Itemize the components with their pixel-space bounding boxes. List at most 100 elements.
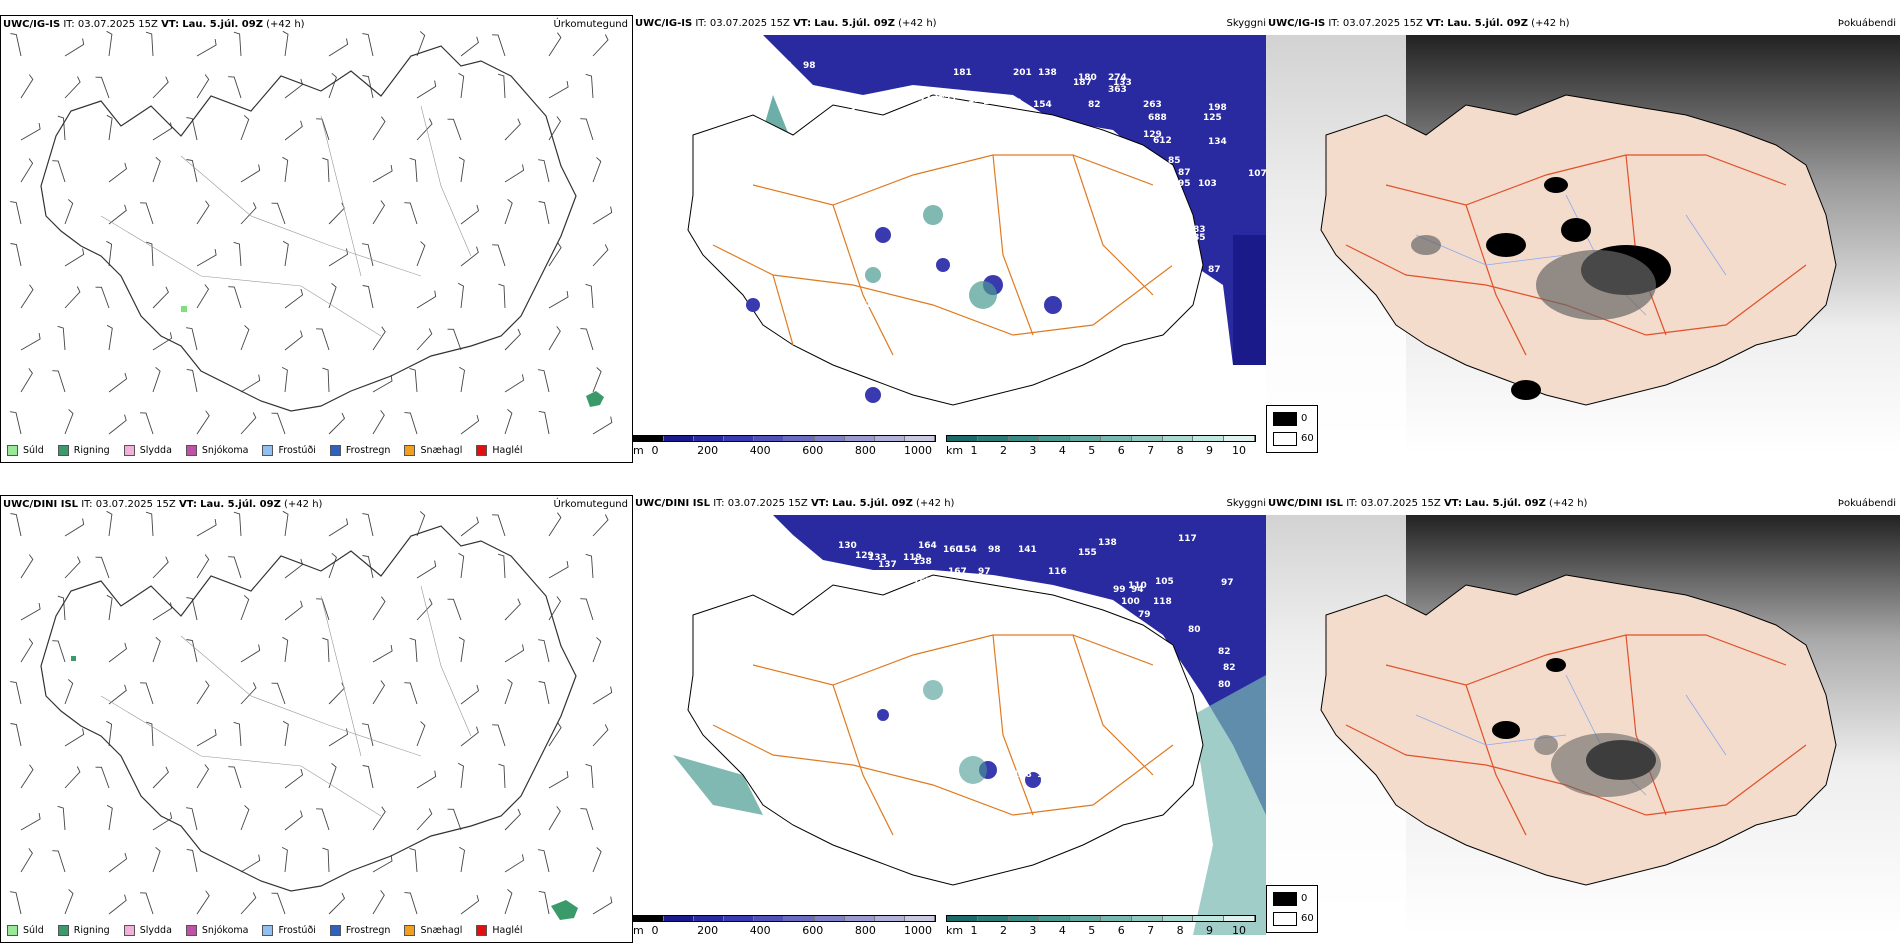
iceland-ceiling-map (673, 515, 1266, 935)
wind-barb (328, 202, 345, 225)
wind-barb (10, 243, 22, 267)
wind-barb (196, 890, 210, 915)
wind-barb (316, 118, 330, 141)
wind-barb (196, 729, 217, 747)
wind-barb (108, 204, 127, 225)
wind-barb (186, 639, 198, 663)
legend-swatch (185, 445, 197, 456)
iceland-ceiling-map (687, 35, 1266, 406)
wind-barb (196, 39, 217, 57)
legend-swatch (262, 925, 274, 936)
wind-barb (196, 249, 217, 267)
panel-title: UWC/DINI ISL IT: 03.07.2025 15Z VT: Lau.… (3, 499, 323, 510)
wind-barb (57, 325, 66, 351)
visibility-value-label: 155 (1078, 548, 1097, 558)
wind-barb (322, 637, 330, 663)
wind-barb (592, 206, 613, 225)
wind-barb (228, 76, 242, 99)
panel-type-label: Skyggni (1226, 498, 1266, 509)
wind-barb (498, 763, 506, 789)
wind-barb (20, 158, 34, 183)
wind-barb (20, 74, 34, 99)
wind-barb (10, 33, 22, 57)
precip-type-panel-row2: UWC/DINI ISL IT: 03.07.2025 15Z VT: Lau.… (0, 495, 633, 943)
visibility-value-label: 138 (913, 557, 932, 567)
wind-barb (95, 766, 110, 789)
legend-swatch (57, 445, 69, 456)
wind-barb (228, 286, 242, 309)
precip-legend-item: Slydda (123, 445, 172, 456)
visibility-value-label: 688 (1148, 113, 1167, 123)
visibility-value-label: 107 (1248, 169, 1266, 179)
wind-barb (52, 640, 66, 663)
visibility-value-label: 125 (1203, 113, 1222, 123)
colorbar-strip (946, 915, 1256, 922)
wind-barb (416, 328, 433, 351)
wind-barb (328, 682, 345, 705)
wind-barb (281, 366, 288, 393)
wind-barb (152, 846, 161, 873)
colorbar-tick-label: 1000 (904, 924, 932, 937)
wind-barb (152, 286, 169, 309)
colorbar-unit: km (946, 924, 964, 937)
legend-swatch (329, 925, 341, 936)
wind-barb (372, 410, 385, 435)
panel-type-label: Skyggni (1226, 18, 1266, 29)
wind-barb (282, 240, 289, 267)
wind-barb (52, 160, 66, 183)
legend-swatch (7, 925, 18, 936)
legend-label: Frostúði (278, 445, 316, 456)
fog-index-panel-row1: UWC/IG-IS IT: 03.07.2025 15Z VT: Lau. 5.… (1266, 15, 1900, 463)
visibility-value-label: 94 (1131, 585, 1144, 595)
wind-barb (20, 813, 41, 831)
wind-barb (328, 38, 349, 57)
wind-barb (416, 511, 426, 537)
wind-barb (548, 32, 562, 57)
wind-barb (460, 516, 479, 537)
colorbar-tick-label: 1 (970, 924, 978, 937)
wind-barb (504, 328, 521, 351)
wind-barb (284, 288, 304, 309)
visibility-value-label: 54 (1168, 233, 1181, 243)
wind-barb (240, 202, 257, 225)
colorbar-tick-label: 400 (749, 444, 771, 457)
wind-barb (548, 596, 562, 621)
wind-barb (64, 286, 81, 309)
precip-legend-item: Haglél (476, 445, 523, 456)
wind-barb (409, 157, 418, 183)
visibility-value-label: 68 (1165, 260, 1178, 270)
wind-barb (372, 165, 393, 183)
wind-barb (95, 286, 110, 309)
wind-barb (458, 636, 465, 663)
wind-barb (196, 410, 210, 435)
wind-barb (362, 723, 374, 747)
wind-barb (372, 116, 386, 141)
precip-type-panel-row1: UWC/IG-IS IT: 03.07.2025 15Z VT: Lau. 5.… (0, 15, 633, 463)
visibility-value-label: 142 (918, 401, 937, 411)
wind-barb (240, 374, 261, 393)
precip-type-legend: Súld Rigning Slydda Snjókoma Frostúði Frostre… (7, 445, 523, 456)
wind-barb (240, 892, 257, 915)
wind-barb (416, 560, 437, 579)
iceland-wind-map (10, 510, 613, 920)
wind-barb (592, 686, 613, 705)
wind-barb (504, 408, 513, 435)
wind-barb (362, 285, 374, 309)
colorbar-tick-label: 6 (1117, 444, 1125, 457)
visibility-value-label: 105 (1155, 577, 1174, 587)
panel-title: UWC/DINI ISL IT: 03.07.2025 15Z VT: Lau.… (1268, 498, 1588, 509)
ceiling-visibility-panel-row2: UWC/DINI ISL IT: 03.07.2025 15Z VT: Lau.… (633, 495, 1266, 943)
wind-barb (548, 116, 562, 141)
visibility-value-label: 119 (903, 553, 922, 563)
visibility-value-label: 110 (1128, 581, 1147, 591)
fog-low-label: 60 (1301, 913, 1314, 924)
visibility-value-label: 133 (868, 553, 887, 563)
wind-barb (372, 806, 386, 831)
visibility-value-label: 154 (958, 545, 977, 555)
colorbar-unit: m (633, 444, 644, 457)
wind-barb (186, 327, 198, 351)
wind-barb (585, 73, 594, 99)
wind-barb (186, 597, 198, 621)
wind-barb (106, 720, 113, 747)
wind-barb (409, 847, 418, 873)
